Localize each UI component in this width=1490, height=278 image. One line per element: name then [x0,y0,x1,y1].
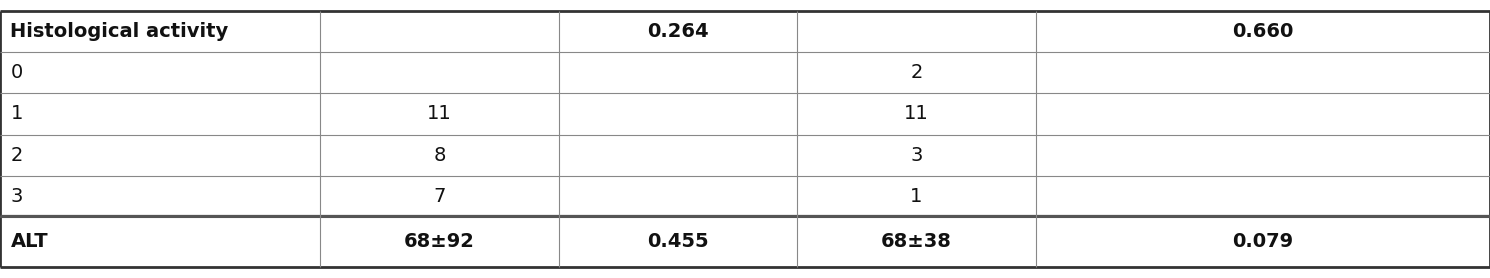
Text: ALT: ALT [10,232,48,251]
Text: 0: 0 [10,63,22,82]
Text: 68±38: 68±38 [881,232,952,251]
Text: 68±92: 68±92 [404,232,475,251]
Text: 0.079: 0.079 [1232,232,1293,251]
Text: 11: 11 [904,105,928,123]
Text: Histological activity: Histological activity [10,22,228,41]
Text: 0.660: 0.660 [1232,22,1293,41]
Text: 1: 1 [910,187,922,206]
Text: 0.455: 0.455 [647,232,709,251]
Text: 3: 3 [910,146,922,165]
Text: 0.264: 0.264 [647,22,709,41]
Text: 11: 11 [428,105,451,123]
Text: 2: 2 [10,146,22,165]
Text: 2: 2 [910,63,922,82]
Text: 1: 1 [10,105,22,123]
Text: 3: 3 [10,187,22,206]
Text: 8: 8 [434,146,446,165]
Text: 7: 7 [434,187,446,206]
